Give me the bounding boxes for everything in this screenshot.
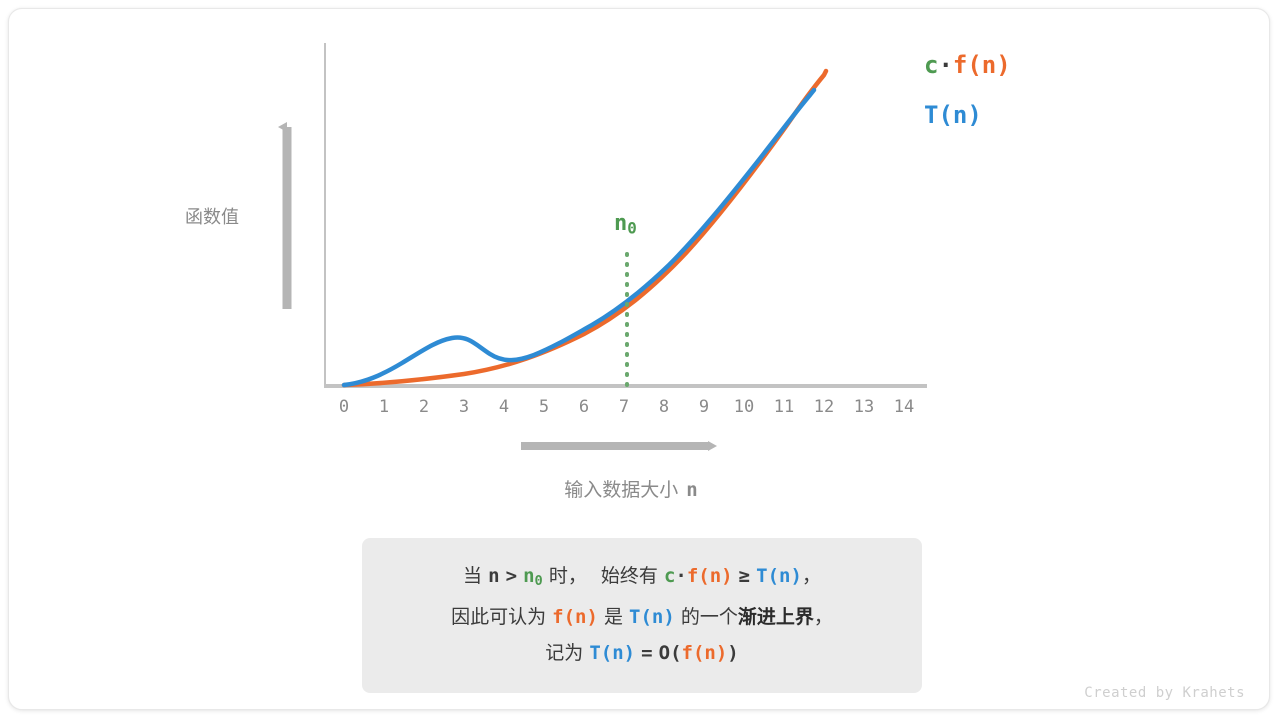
legend-cfn-coefficient: c (924, 51, 939, 79)
note1-gt: > (505, 565, 518, 587)
plot-curves (341, 68, 829, 388)
x-tick-10: 10 (733, 397, 755, 417)
note1-tn: T(n) (756, 565, 802, 587)
legend-cfn-function: f(n) (952, 51, 1011, 79)
x-axis-caption-variable: n (686, 479, 698, 501)
note1-n0-sub: 0 (534, 573, 543, 589)
note1-p3: 始终有 (600, 565, 658, 587)
x-tick-13: 13 (853, 397, 875, 417)
note2-tn: T(n) (629, 606, 675, 628)
note1-n0-letter: n (523, 565, 535, 587)
x-tick-14: 14 (893, 397, 915, 417)
note1-c: c (663, 565, 676, 587)
note1-dot: · (675, 565, 687, 587)
note3-fn: f(n) (681, 642, 728, 664)
x-tick-5: 5 (538, 397, 550, 417)
note3-eq: = (641, 642, 653, 664)
x-tick-8: 8 (658, 397, 670, 417)
x-axis-caption-text: 输入数据大小 (564, 479, 679, 501)
note2-p1: 因此可认为 (451, 606, 547, 628)
x-tick-2: 2 (418, 397, 430, 417)
x-axis-caption: 输入数据大小 n (431, 475, 831, 502)
y-axis-caption: 函数值 (185, 207, 239, 228)
n0-letter: n (614, 211, 628, 236)
n0-annotation-label: n0 (614, 211, 637, 237)
note2-fn: f(n) (552, 606, 598, 628)
figure-stage: 函数值 n0 c·f(n) T(n) 0 1 2 3 4 5 (9, 9, 1269, 709)
x-tick-0: 0 (338, 397, 350, 417)
note-line-1: 当 n > n0 时， 始终有 c·f(n) ≥ T(n)， (362, 558, 922, 599)
x-tick-9: 9 (698, 397, 710, 417)
x-tick-3: 3 (458, 397, 470, 417)
x-tick-1: 1 (378, 397, 390, 417)
note3-close: ) (727, 642, 739, 664)
legend-tn-function: T(n) (924, 101, 982, 129)
explanation-note-box: 当 n > n0 时， 始终有 c·f(n) ≥ T(n)， 因此可认为 f(n… (362, 538, 922, 693)
note2-emph: 渐进上界 (737, 606, 814, 628)
note1-n: n (488, 565, 500, 587)
y-axis-arrow-icon (278, 122, 292, 309)
note2-comma: ， (813, 606, 833, 628)
x-axis-tick-labels: 0 1 2 3 4 5 6 7 8 9 10 11 12 13 14 (324, 395, 927, 421)
note1-n0: n0 (523, 565, 543, 589)
figure-frame: 函数值 n0 c·f(n) T(n) 0 1 2 3 4 5 (8, 8, 1270, 710)
note2-p2: 是 (603, 606, 623, 628)
note2-p3: 的一个 (680, 606, 738, 628)
curve-tn (341, 87, 817, 388)
note-line-2: 因此可认为 f(n) 是 T(n) 的一个渐进上界， (362, 599, 922, 635)
note1-p1: 当 (463, 565, 483, 587)
note1-comma: ， (801, 565, 821, 587)
legend-cfn-operator: · (938, 51, 953, 79)
x-tick-6: 6 (578, 397, 590, 417)
x-tick-7: 7 (618, 397, 630, 417)
note-line-3: 记为 T(n) = O(f(n)) (362, 635, 922, 671)
note3-big-o: O( (658, 642, 682, 664)
note3-p1: 记为 (545, 642, 584, 664)
y-axis-line (324, 43, 326, 386)
x-tick-4: 4 (498, 397, 510, 417)
n0-subscript: 0 (627, 218, 637, 238)
credit-text: Created by Krahets (1084, 685, 1245, 701)
note3-tn: T(n) (589, 642, 636, 664)
legend-label-tn: T(n) (924, 101, 982, 129)
note1-ge: ≥ (738, 565, 751, 587)
curve-cfn (341, 68, 829, 388)
x-tick-12: 12 (813, 397, 835, 417)
legend-label-cfn: c·f(n) (924, 51, 1011, 79)
note1-fn: f(n) (686, 565, 733, 587)
x-axis-arrow-icon (521, 441, 717, 451)
note1-p2: 时， (548, 565, 587, 587)
x-tick-11: 11 (773, 397, 795, 417)
